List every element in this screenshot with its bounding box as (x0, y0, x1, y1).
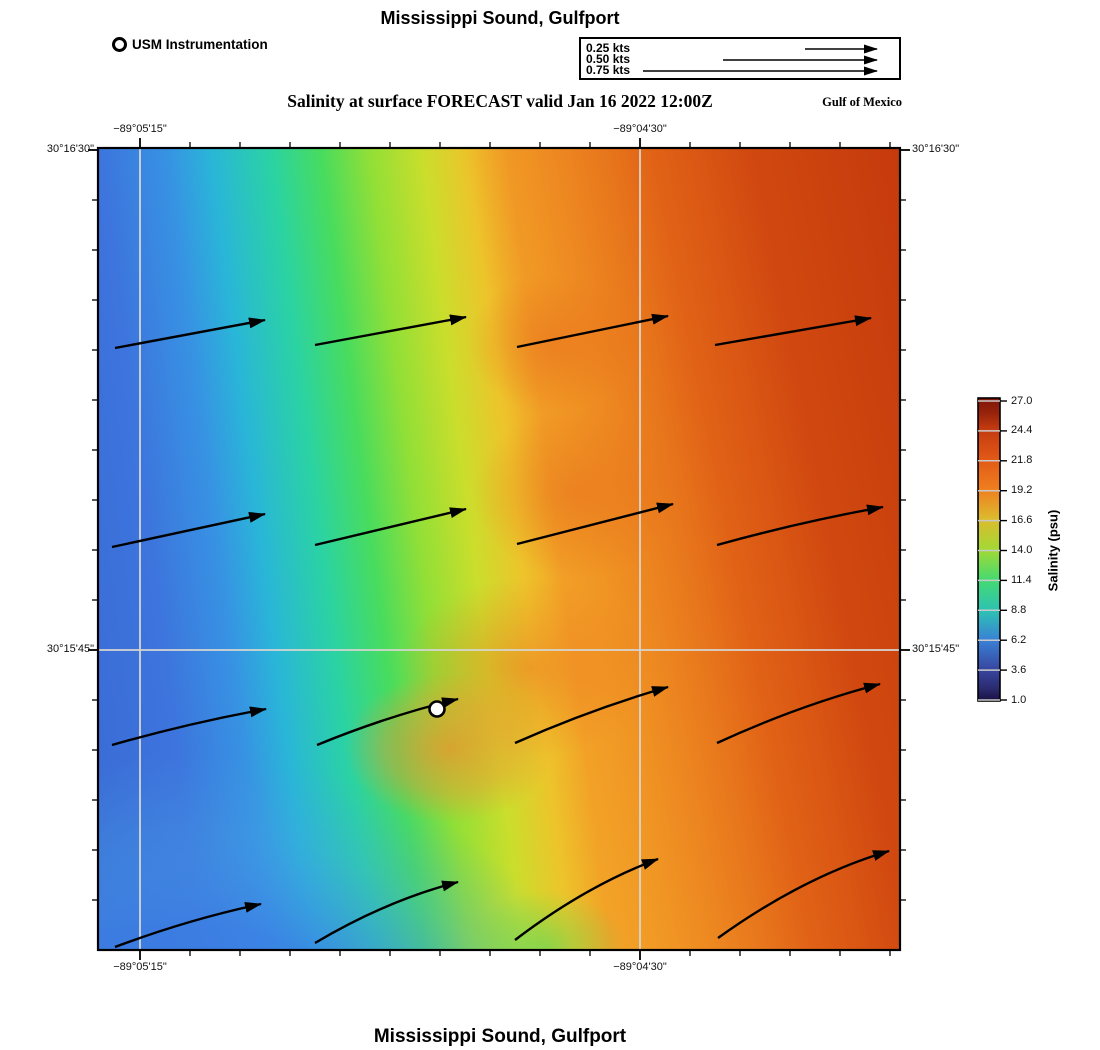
instrument-legend-label: USM Instrumentation (132, 36, 268, 52)
station-circle-icon (112, 36, 127, 52)
current-vector (514, 685, 669, 745)
current-vector (111, 511, 266, 549)
x-axis-label-bottom: −89°04'30" (613, 961, 667, 973)
speed-legend-item: 0.25 kts (586, 41, 631, 55)
y-axis-label-right: 30°16'30" (912, 143, 960, 155)
colorbar-gradient (977, 397, 1001, 702)
map-plot (88, 138, 910, 960)
current-vector (716, 682, 881, 745)
field-red-overlay (98, 148, 900, 950)
colorbar-tick-label: 3.6 (1011, 663, 1027, 676)
region-label: Gulf of Mexico (822, 95, 902, 109)
speed-legend: 0.25 kts 0.50 kts 0.75 kts (579, 37, 901, 80)
bottom-page-title: Mississippi Sound, Gulfport (373, 1026, 627, 1047)
current-vector (717, 849, 890, 939)
x-axis-label-top: −89°05'15" (113, 123, 167, 135)
speed-arrow-icons (643, 44, 878, 76)
colorbar-tick-label: 27.0 (1011, 394, 1033, 407)
page-title: Mississippi Sound, Gulfport (380, 8, 620, 28)
colorbar-tick-label: 24.4 (1011, 424, 1033, 437)
x-axis-label-top: −89°04'30" (613, 123, 667, 135)
current-vector (314, 507, 467, 547)
colorbar-tick-label: 21.8 (1011, 454, 1033, 467)
colorbar-tick-label: 11.4 (1011, 573, 1032, 586)
current-vector (111, 706, 267, 747)
salinity-field (98, 148, 900, 950)
speed-legend-item: 0.50 kts (586, 51, 631, 66)
colorbar-tick-label: 16.6 (1011, 514, 1033, 527)
colorbar-tick-label: 8.8 (1011, 603, 1027, 616)
colorbar (977, 397, 1007, 702)
current-vector (314, 314, 467, 347)
current-vector (114, 317, 266, 350)
y-axis-label-left: 30°16'30" (46, 143, 94, 155)
y-axis-label-right: 30°15'45" (912, 643, 960, 655)
figure-subtitle: Salinity at surface FORECAST valid Jan 1… (287, 91, 713, 111)
current-vector (114, 901, 262, 949)
colorbar-tick-label: 14.0 (1011, 544, 1033, 556)
colorbar-tick-label: 6.2 (1011, 633, 1027, 646)
graticule-lines (98, 148, 900, 950)
map-border (96, 146, 902, 952)
current-vector (516, 502, 674, 546)
y-axis-label-left: 30°15'45" (46, 643, 94, 655)
station-marker (428, 700, 446, 718)
colorbar-tick-label: 1.0 (1011, 693, 1027, 706)
colorbar-tick-label: 19.2 (1011, 484, 1033, 497)
current-vectors (111, 313, 890, 949)
current-vector (516, 313, 669, 349)
speed-legend-item: 0.75 kts (586, 62, 631, 77)
speed-legend-labels: 0.25 kts 0.50 kts 0.75 kts (586, 41, 631, 77)
x-axis-label-bottom: −89°05'15" (113, 961, 167, 973)
current-vector (314, 880, 459, 945)
colorbar-ticks (978, 400, 1007, 701)
speed-arrows-canvas (643, 44, 878, 76)
current-vector (716, 504, 884, 547)
current-vector (714, 315, 872, 347)
instrument-legend: USM Instrumentation (112, 35, 268, 53)
current-vector (514, 857, 659, 941)
